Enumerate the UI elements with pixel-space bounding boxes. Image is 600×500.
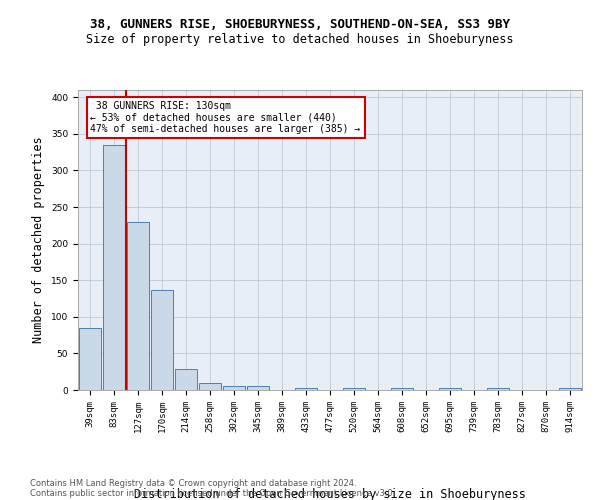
Bar (223, 386, 245, 390)
Bar (439, 388, 461, 390)
Bar (151, 290, 173, 390)
Bar (79, 328, 101, 390)
Text: Contains HM Land Registry data © Crown copyright and database right 2024.: Contains HM Land Registry data © Crown c… (30, 478, 356, 488)
Bar (295, 388, 317, 390)
Bar (559, 388, 581, 390)
Bar (487, 388, 509, 390)
X-axis label: Distribution of detached houses by size in Shoeburyness: Distribution of detached houses by size … (134, 488, 526, 500)
Bar (247, 386, 269, 390)
Bar (103, 145, 125, 390)
Bar (199, 382, 221, 390)
Y-axis label: Number of detached properties: Number of detached properties (32, 136, 46, 344)
Bar (175, 369, 197, 390)
Text: 38 GUNNERS RISE: 130sqm
← 53% of detached houses are smaller (440)
47% of semi-d: 38 GUNNERS RISE: 130sqm ← 53% of detache… (91, 101, 361, 134)
Bar (127, 222, 149, 390)
Text: 38, GUNNERS RISE, SHOEBURYNESS, SOUTHEND-ON-SEA, SS3 9BY: 38, GUNNERS RISE, SHOEBURYNESS, SOUTHEND… (90, 18, 510, 30)
Text: Contains public sector information licensed under the Open Government Licence v3: Contains public sector information licen… (30, 488, 395, 498)
Text: Size of property relative to detached houses in Shoeburyness: Size of property relative to detached ho… (86, 32, 514, 46)
Bar (343, 388, 365, 390)
Bar (391, 388, 413, 390)
